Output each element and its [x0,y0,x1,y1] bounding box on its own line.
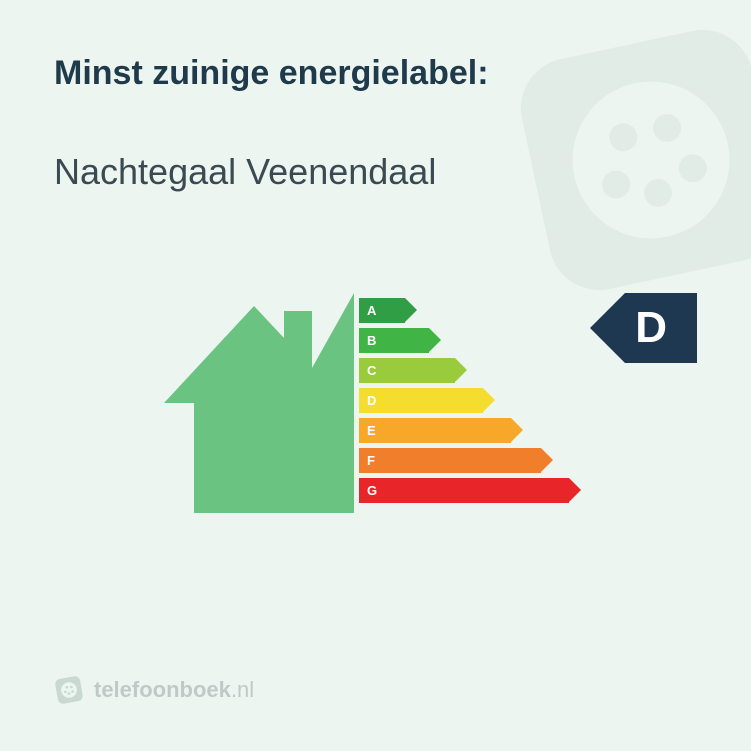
bar-arrow [541,448,553,472]
selected-energy-label: D [590,293,697,363]
brand-name-bold: telefoonboek [94,677,231,702]
label-body: D [625,293,697,363]
brand-text: telefoonboek.nl [94,677,254,703]
bar-arrow [569,478,581,502]
footer: telefoonboek.nl [54,675,254,705]
bar-arrow [455,358,467,382]
label-arrow [590,293,625,363]
bar-body: D [359,388,483,413]
subtitle: Nachtegaal Veenendaal [54,151,697,193]
selected-letter: D [635,303,667,353]
bar-body: G [359,478,569,503]
house-icon [154,293,354,513]
house-shape [164,293,354,513]
energy-label-graphic: ABCDEFG D [54,273,697,553]
bar-body: B [359,328,429,353]
bar-body: F [359,448,541,473]
bar-arrow [429,328,441,352]
bar-arrow [511,418,523,442]
content-area: Minst zuinige energielabel: Nachtegaal V… [0,0,751,553]
bar-body: E [359,418,511,443]
brand-icon [54,675,84,705]
bar-arrow [405,298,417,322]
bar-body: A [359,298,405,323]
bar-arrow [483,388,495,412]
page-title: Minst zuinige energielabel: [54,54,697,93]
brand-name-light: .nl [231,677,254,702]
bar-body: C [359,358,455,383]
